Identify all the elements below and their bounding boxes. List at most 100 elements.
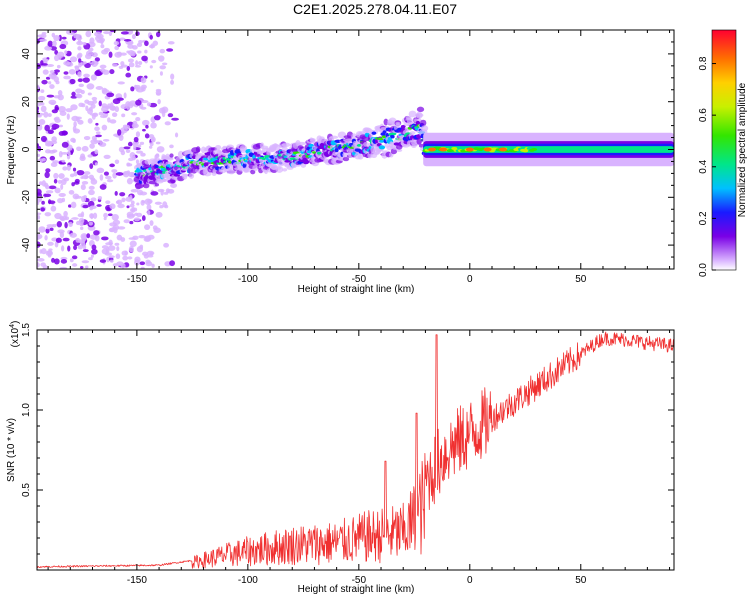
noise-speckle bbox=[111, 213, 119, 221]
noise-speckle bbox=[57, 105, 66, 113]
noise-speckle bbox=[112, 63, 118, 67]
noise-speckle bbox=[95, 86, 104, 90]
noise-speckle bbox=[45, 168, 51, 173]
noise-speckle bbox=[49, 70, 55, 74]
noise-speckle bbox=[40, 262, 46, 267]
noise-speckle bbox=[80, 226, 84, 230]
noise-speckle bbox=[119, 192, 126, 197]
noise-speckle bbox=[159, 48, 166, 54]
noise-speckle bbox=[68, 221, 73, 227]
noise-speckle bbox=[164, 204, 169, 209]
noise-speckle bbox=[152, 40, 159, 46]
noise-speckle bbox=[149, 142, 154, 147]
noise-speckle bbox=[107, 245, 116, 251]
noise-speckle bbox=[99, 64, 107, 69]
noise-speckle bbox=[47, 40, 53, 47]
noise-speckle bbox=[62, 166, 68, 171]
snr-scale-close: ) bbox=[10, 321, 21, 324]
noise-speckle bbox=[150, 79, 154, 83]
tone-hotspot bbox=[428, 147, 437, 152]
noise-speckle bbox=[159, 205, 164, 209]
noise-speckle bbox=[158, 55, 165, 62]
noise-speckle bbox=[140, 106, 147, 110]
noise-speckle bbox=[163, 191, 169, 195]
noise-speckle bbox=[53, 172, 59, 179]
noise-speckle bbox=[58, 192, 66, 197]
noise-speckle bbox=[148, 145, 153, 149]
noise-speckle bbox=[106, 179, 114, 183]
noise-speckle bbox=[140, 84, 147, 90]
noise-speckle bbox=[94, 162, 98, 166]
band-speckle bbox=[371, 131, 377, 135]
noise-speckle bbox=[123, 219, 130, 224]
noise-speckle bbox=[54, 187, 61, 194]
noise-speckle bbox=[81, 181, 89, 185]
noise-speckle bbox=[150, 122, 157, 129]
noise-speckle bbox=[170, 79, 175, 85]
noise-speckle bbox=[50, 45, 57, 51]
noise-speckle bbox=[89, 206, 94, 211]
noise-speckle bbox=[76, 169, 85, 176]
spectrogram-y-tick-label: 20 bbox=[21, 96, 32, 108]
noise-speckle bbox=[81, 195, 87, 203]
noise-speckle bbox=[37, 262, 40, 268]
noise-speckle bbox=[43, 193, 52, 198]
noise-speckle bbox=[42, 69, 49, 75]
noise-speckle bbox=[83, 135, 91, 141]
noise-speckle bbox=[89, 37, 95, 44]
noise-speckle bbox=[59, 231, 65, 239]
noise-speckle bbox=[133, 136, 139, 143]
noise-speckle bbox=[47, 142, 54, 146]
noise-speckle bbox=[44, 171, 50, 179]
noise-speckle bbox=[127, 141, 133, 147]
band-speckle bbox=[206, 151, 212, 156]
noise-speckle bbox=[58, 150, 63, 158]
spectrogram-x-tick-label: 50 bbox=[575, 274, 587, 285]
noise-speckle bbox=[101, 87, 108, 94]
noise-speckle bbox=[87, 118, 93, 124]
noise-speckle bbox=[108, 30, 113, 37]
noise-speckle bbox=[47, 129, 54, 135]
noise-speckle bbox=[110, 105, 117, 111]
noise-speckle bbox=[43, 111, 49, 118]
noise-speckle bbox=[123, 38, 132, 42]
noise-speckle bbox=[135, 159, 139, 164]
band-speckle bbox=[302, 159, 310, 165]
noise-speckle bbox=[109, 69, 115, 75]
noise-speckle bbox=[142, 128, 146, 132]
noise-speckle bbox=[93, 230, 100, 236]
noise-speckle bbox=[71, 91, 76, 97]
noise-speckle bbox=[101, 236, 109, 241]
band-halo bbox=[395, 123, 401, 128]
noise-speckle bbox=[47, 250, 53, 256]
noise-speckle bbox=[131, 45, 138, 50]
noise-speckle bbox=[44, 45, 52, 51]
noise-speckle bbox=[170, 183, 178, 188]
noise-speckle bbox=[90, 254, 94, 258]
band-speckle bbox=[334, 147, 339, 153]
noise-speckle bbox=[95, 140, 103, 144]
band-halo bbox=[413, 117, 422, 124]
noise-speckle bbox=[48, 99, 57, 105]
noise-speckle bbox=[70, 137, 76, 143]
noise-speckle bbox=[91, 244, 97, 251]
noise-speckle bbox=[113, 227, 118, 234]
noise-speckle bbox=[87, 92, 92, 96]
noise-speckle bbox=[91, 52, 98, 58]
noise-speckle bbox=[72, 167, 77, 172]
noise-speckle bbox=[51, 149, 58, 153]
band-halo bbox=[252, 165, 259, 171]
noise-speckle bbox=[67, 150, 71, 156]
noise-speckle bbox=[94, 126, 100, 132]
noise-speckle bbox=[103, 217, 107, 221]
noise-speckle bbox=[64, 50, 68, 55]
noise-speckle bbox=[134, 217, 141, 222]
noise-speckle bbox=[131, 112, 138, 116]
band-halo bbox=[362, 142, 369, 147]
noise-speckle bbox=[48, 185, 57, 190]
noise-speckle bbox=[135, 60, 139, 66]
noise-speckle bbox=[63, 75, 71, 80]
noise-speckle bbox=[167, 188, 175, 194]
noise-speckle bbox=[61, 141, 69, 148]
